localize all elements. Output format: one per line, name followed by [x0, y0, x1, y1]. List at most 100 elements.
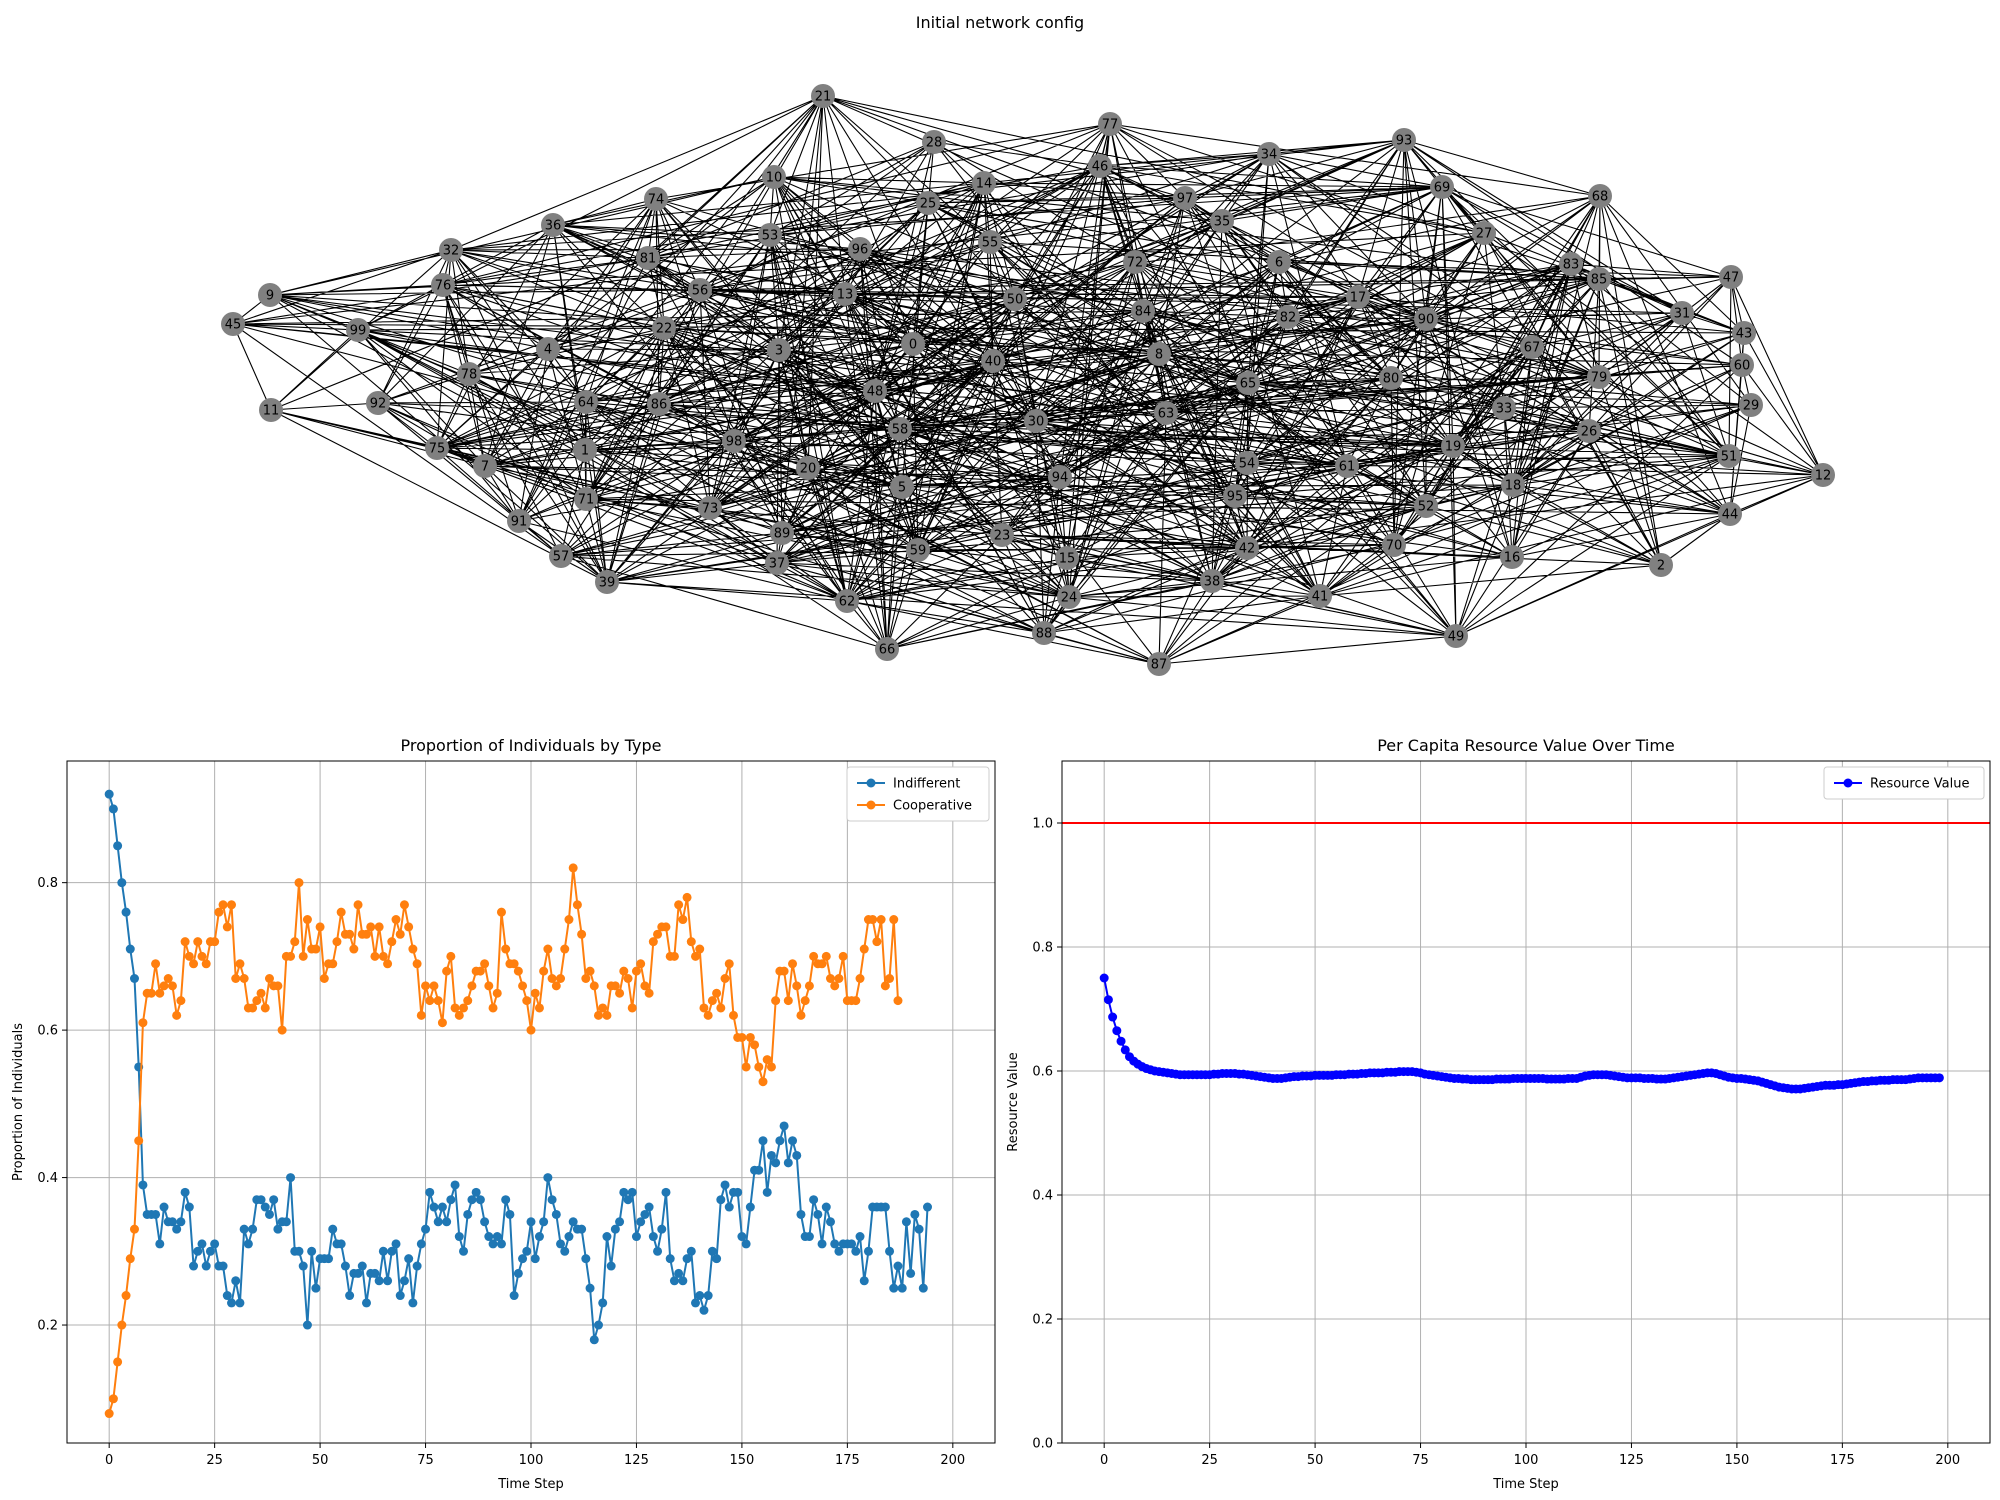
network-node-circle [425, 436, 449, 460]
proportion-chart-data-point [437, 1202, 447, 1212]
proportion-chart-data-point [809, 1195, 819, 1205]
network-node-circle [644, 187, 668, 211]
proportion-chart-data-point [340, 1261, 350, 1271]
proportion-chart-data-point [682, 892, 692, 902]
proportion-chart-data-point [825, 974, 835, 983]
proportion-chart-data-point [758, 1077, 768, 1087]
network-node-label: 20 [800, 462, 817, 477]
network-node: 5 [890, 475, 914, 499]
network-node-label: 10 [766, 171, 783, 186]
network-node-circle [1055, 546, 1079, 570]
proportion-chart-data-point [294, 1246, 304, 1256]
proportion-chart-data-point [416, 1239, 426, 1249]
proportion-chart-data-point [433, 996, 443, 1006]
network-node: 84 [1131, 299, 1155, 323]
proportion-chart-data-point [260, 1003, 270, 1013]
proportion-chart-data-point [564, 915, 574, 925]
network-node: 61 [1335, 454, 1359, 478]
proportion-chart-data-point [585, 1283, 595, 1293]
proportion-chart-data-point [914, 1224, 924, 1234]
proportion-chart-data-point [636, 959, 646, 969]
proportion-chart-data-point [425, 996, 435, 1006]
network-node-circle [1147, 652, 1171, 676]
proportion-chart-data-point [585, 966, 595, 976]
proportion-chart-data-point [425, 1187, 435, 1197]
proportion-chart-data-point [383, 1276, 393, 1286]
network-node-circle [636, 246, 660, 270]
network-node: 18 [1501, 473, 1525, 497]
proportion-chart-data-point [450, 1003, 460, 1013]
proportion-chart-data-point [113, 841, 123, 851]
network-node-circle [1236, 371, 1260, 395]
network-node-label: 7 [481, 460, 489, 475]
proportion-chart-data-point [459, 1246, 469, 1256]
proportion-chart-data-point [788, 959, 798, 969]
network-node-label: 86 [651, 398, 668, 413]
network-node-label: 24 [1061, 591, 1078, 606]
network-node-label: 68 [1592, 190, 1609, 205]
network-node-label: 95 [1227, 490, 1244, 505]
proportion-chart-data-point [906, 1268, 916, 1278]
network-node: 48 [863, 379, 887, 403]
network-node: 11 [259, 398, 283, 422]
network-node: 31 [1670, 301, 1694, 325]
proportion-chart-data-point [699, 1305, 709, 1315]
proportion-chart-data-point [741, 1062, 751, 1072]
network-node-circle [346, 318, 370, 342]
proportion-chart-data-point [543, 944, 553, 954]
proportion-chart-data-point [518, 981, 528, 991]
proportion-chart-data-point [804, 981, 814, 991]
network-node-label: 90 [1418, 313, 1435, 328]
network-node-label: 60 [1734, 359, 1751, 374]
network-node-circle [1587, 365, 1611, 389]
proportion-chart-data-point [345, 1291, 355, 1301]
network-node-circle [1811, 463, 1835, 487]
proportion-chart-data-point [429, 981, 439, 991]
network-node-label: 78 [461, 368, 478, 383]
proportion-chart-data-point [193, 937, 203, 947]
resource-chart-xtick-label: 100 [1514, 1453, 1539, 1468]
proportion-chart-xtick-label: 0 [105, 1453, 113, 1468]
proportion-chart-data-point [923, 1202, 933, 1212]
network-node-circle [1587, 267, 1611, 291]
network-node: 23 [990, 523, 1014, 547]
proportion-chart-data-point [387, 937, 397, 947]
proportion-chart-data-point [315, 922, 325, 932]
resource-chart-data-point [1934, 1073, 1944, 1083]
proportion-chart-data-point [104, 789, 114, 799]
proportion-chart-data-point [391, 1239, 401, 1249]
proportion-chart-data-point [129, 974, 139, 983]
network-node: 90 [1414, 307, 1438, 331]
proportion-chart-data-point [547, 974, 557, 983]
proportion-chart-data-point [184, 1202, 194, 1212]
network-node: 93 [1392, 128, 1416, 152]
proportion-chart-data-point [264, 1209, 274, 1219]
proportion-chart-data-point [754, 1165, 764, 1175]
proportion-chart-data-point [868, 915, 878, 925]
resource-chart-ytick-label: 0.6 [1032, 1065, 1053, 1080]
network-node-circle [916, 191, 940, 215]
network-node-circle [574, 390, 598, 414]
resource-chart-xtick-label: 50 [1307, 1453, 1324, 1468]
proportion-chart-data-point [395, 929, 405, 939]
network-node: 87 [1147, 652, 1171, 676]
network-node-label: 8 [1155, 348, 1163, 363]
proportion-chart-data-point [248, 1224, 258, 1234]
network-node-label: 72 [1127, 256, 1144, 271]
network-node-circle [1003, 287, 1027, 311]
network-node: 69 [1430, 175, 1454, 199]
network-node: 17 [1346, 285, 1370, 309]
proportion-chart-data-point [644, 1202, 654, 1212]
network-node: 19 [1441, 434, 1465, 458]
resource-chart-ylabel: Resource Value [1006, 1052, 1021, 1151]
network-node-label: 84 [1135, 305, 1152, 320]
proportion-chart-data-point [766, 1150, 776, 1160]
proportion-chart-data-point [159, 981, 169, 991]
network-node-label: 21 [815, 90, 832, 105]
proportion-chart-data-point [589, 981, 599, 991]
proportion-chart-data-point [172, 1224, 182, 1234]
proportion-chart-data-point [876, 915, 886, 925]
proportion-chart-data-point [543, 1173, 553, 1183]
proportion-chart-data-point [421, 1224, 431, 1234]
network-node: 82 [1276, 305, 1300, 329]
